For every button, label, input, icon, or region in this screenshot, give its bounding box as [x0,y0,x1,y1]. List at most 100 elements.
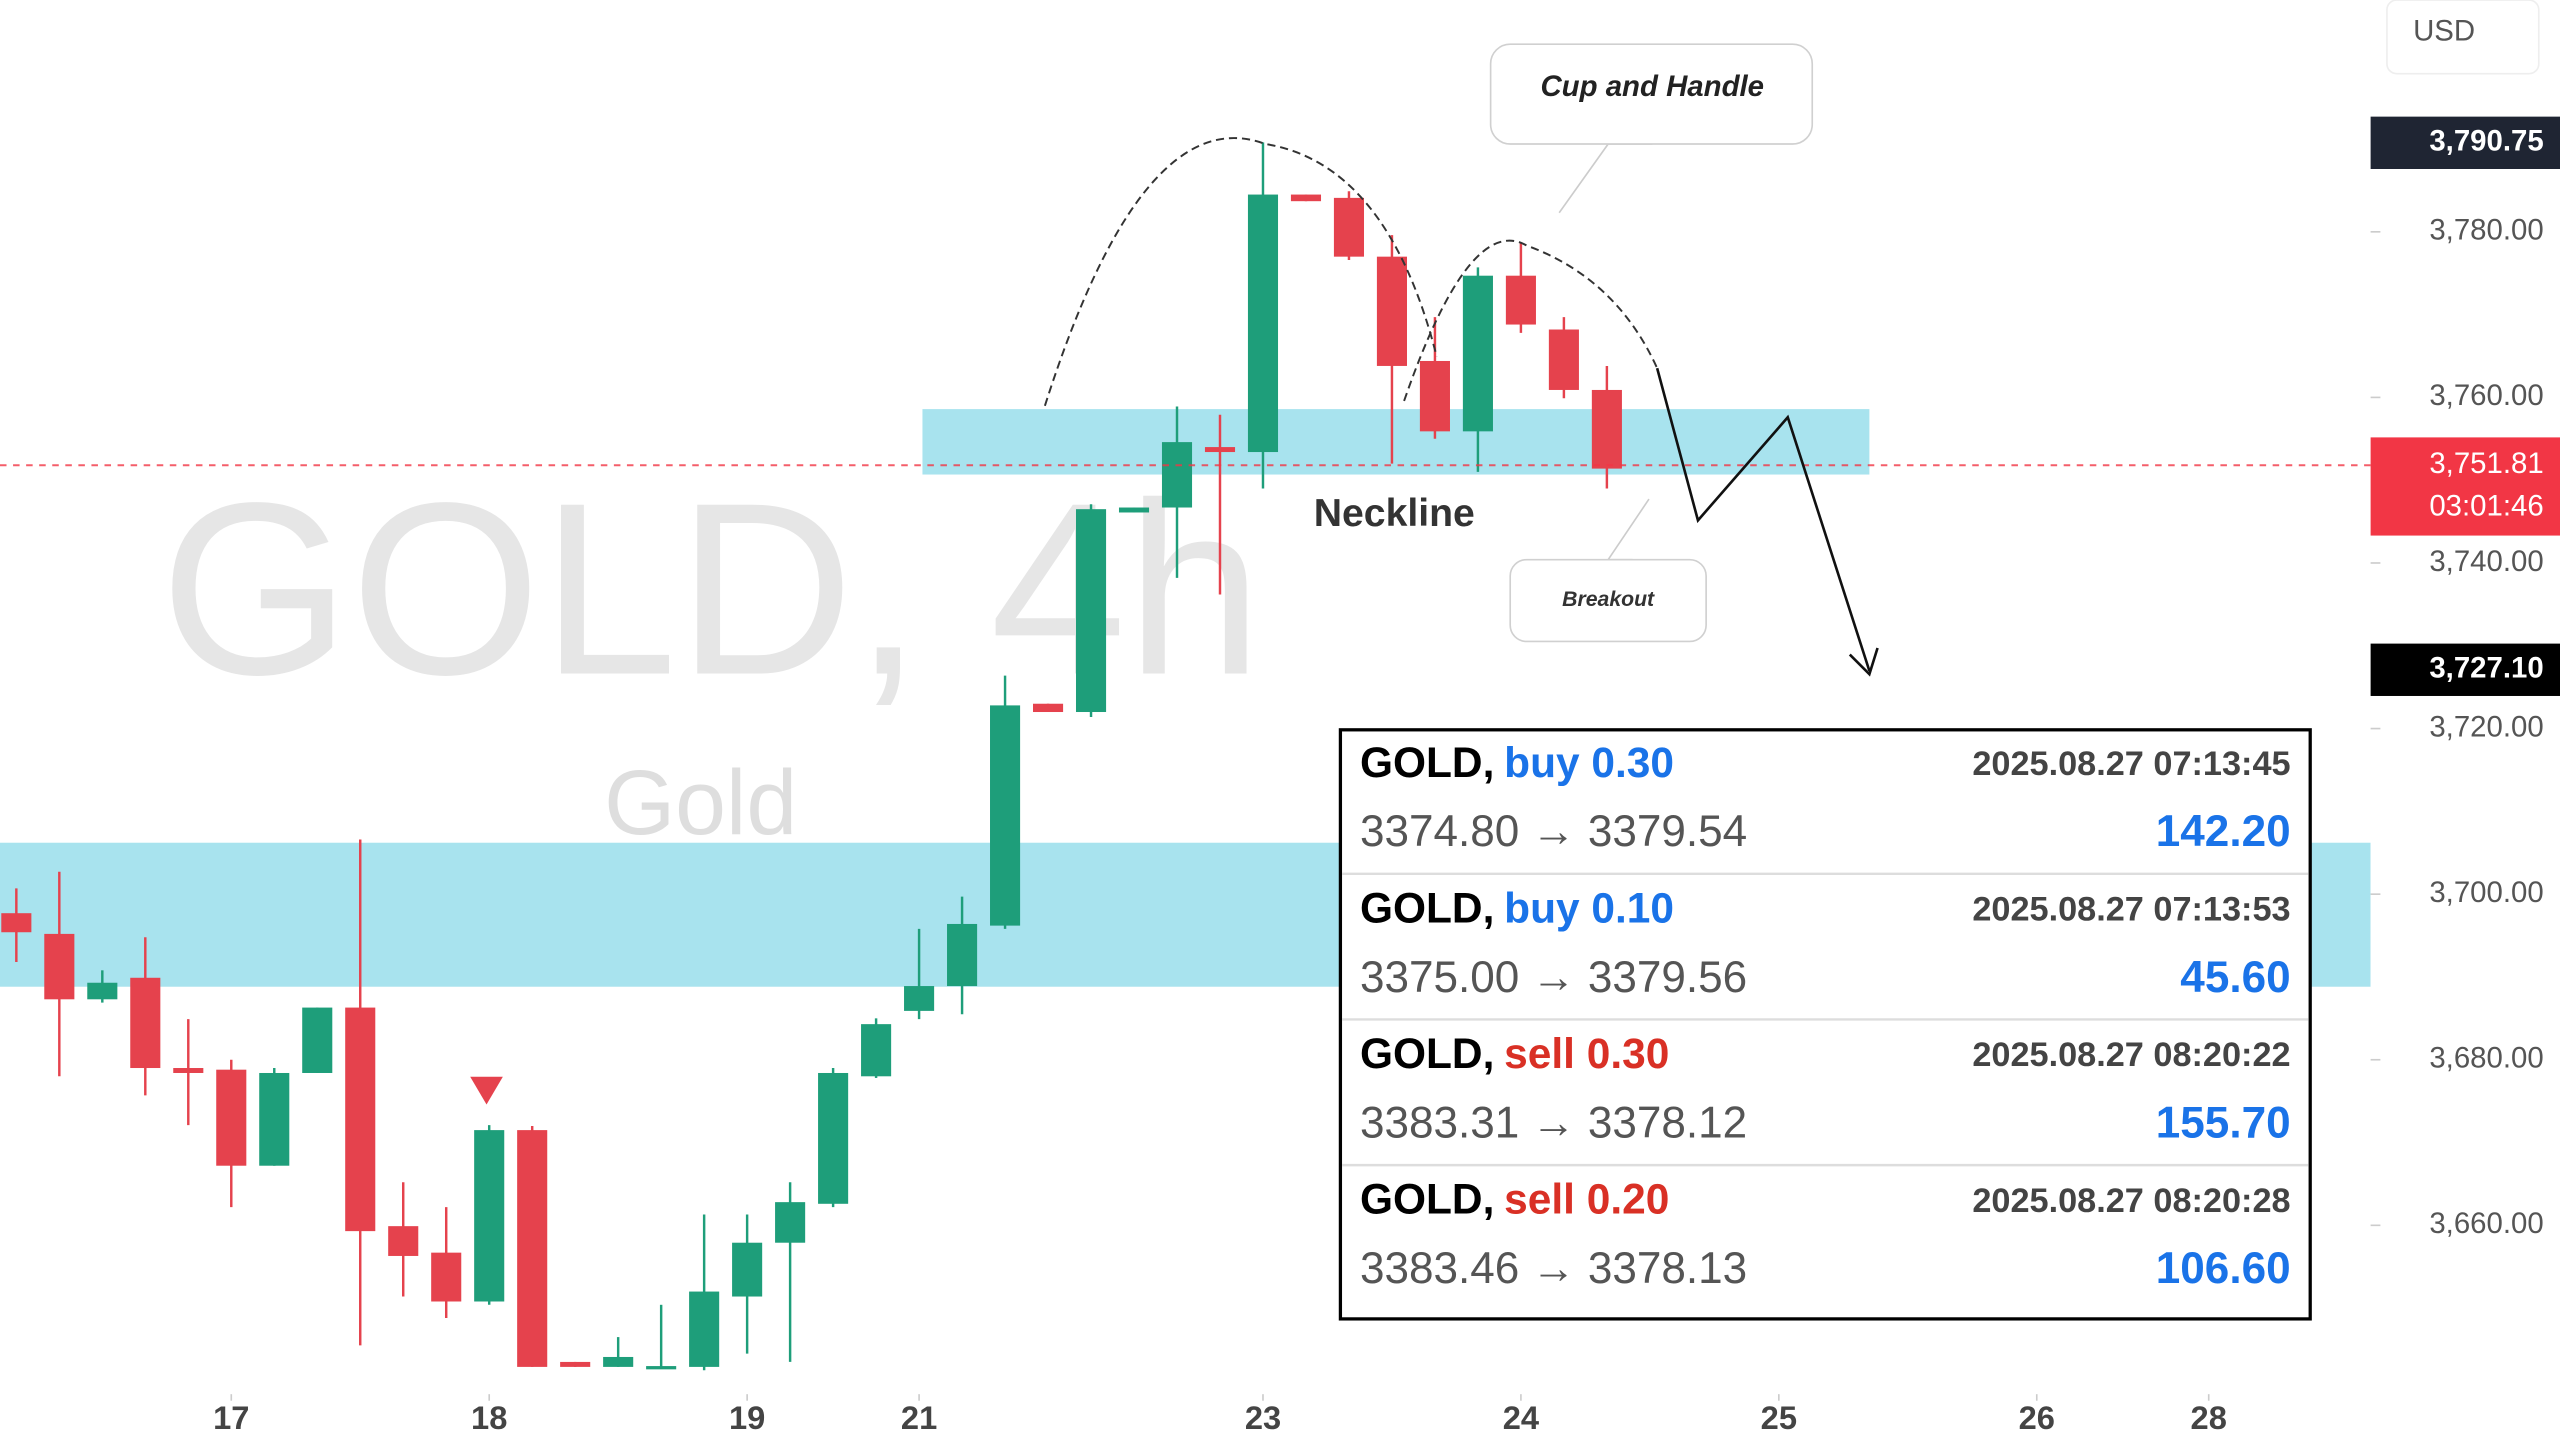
trade-profit: 45.60 [2180,953,2290,1002]
candle-body [302,1007,333,1073]
candle-body [947,923,978,987]
candle-body [44,933,75,1000]
trade-prices: 3383.46 → 3378.13 [1360,1244,1747,1293]
candle-body [818,1072,849,1204]
x-tick-label: 23 [1245,1399,1281,1436]
watermark-subtitle: Gold [604,752,797,854]
trade-time: 2025.08.27 07:13:53 [1972,890,2290,928]
x-tick-label: 17 [213,1399,249,1436]
neckline-label: Neckline [1314,491,1475,535]
candle-body [1075,509,1107,713]
trade-header: GOLD, sell 0.30 [1360,1031,1669,1078]
candle-body [216,1069,247,1166]
trade-time: 2025.08.27 08:20:22 [1972,1036,2290,1074]
cup-arc [1043,137,1438,407]
candle-body [173,1068,204,1073]
trade-header: GOLD, buy 0.10 [1360,886,1674,933]
candle-body [861,1024,892,1077]
trade-profit: 155.70 [2156,1098,2291,1147]
arrow-head [1848,647,1879,677]
candle-body [1290,194,1322,202]
price-label-box [2370,116,2560,169]
price-label: 3,751.81 [2429,447,2543,480]
y-tick-label: 3,740.00 [2429,545,2543,578]
trade-header: GOLD, sell 0.20 [1360,1177,1669,1224]
y-tick-label: 3,700.00 [2429,876,2543,909]
candle-body [732,1242,763,1297]
candle-body [1462,275,1493,432]
price-label: 3,727.10 [2429,652,2543,685]
trade-symbol: GOLD, [1360,1177,1494,1224]
x-tick-label: 24 [1503,1399,1539,1436]
x-tick-label: 21 [901,1399,937,1436]
x-tick-label: 18 [471,1399,507,1436]
projection-arrow [1655,367,1871,672]
x-tick-label: 25 [1761,1399,1797,1436]
trade-side: buy 0.30 [1504,740,1674,787]
pattern-label: Cup and Handle [1540,70,1764,103]
candle-body [1591,389,1622,469]
trade-prices: 3374.80 → 3379.54 [1360,807,1747,856]
y-tick-label: 3,780.00 [2429,214,2543,247]
neckline-zone [922,409,1870,475]
trade-time: 2025.08.27 08:20:28 [1972,1182,2290,1220]
trade-prices: 3375.00 → 3379.56 [1360,953,1747,1002]
candle-body [259,1072,290,1166]
candle-body [1376,256,1407,366]
candle-body [904,986,935,1011]
candle-body [560,1361,591,1367]
trade-profit: 106.60 [2156,1244,2291,1293]
plot [0,142,2371,1371]
candle-body [1033,703,1064,713]
price-label-box [2370,643,2560,696]
candle-body [345,1007,376,1232]
trade-header: GOLD, buy 0.30 [1360,740,1674,787]
candle-body [388,1226,419,1256]
candle-body [431,1252,462,1302]
price-timer: 03:01:46 [2429,489,2543,522]
candle-body [1247,194,1279,453]
x-tick-label: 26 [2019,1399,2055,1436]
trade-time: 2025.08.27 07:13:45 [1972,745,2290,783]
candle-body [87,982,118,1000]
candle-body [1118,507,1150,513]
price-scale [2370,0,2560,1440]
trade-side: sell 0.20 [1504,1177,1669,1224]
candle-body [1548,329,1579,390]
trade-side: sell 0.30 [1504,1031,1669,1078]
candle-body [689,1291,720,1367]
y-tick-label: 3,720.00 [2429,710,2543,743]
y-tick-label: 3,660.00 [2429,1207,2543,1240]
candle-body [646,1366,677,1370]
candle-body [1505,275,1536,325]
candle-body [990,705,1021,926]
trade-profit: 142.20 [2156,807,2291,856]
x-tick-label: 19 [729,1399,765,1436]
trade-prices: 3383.31 → 3378.12 [1360,1098,1747,1147]
currency-box [2386,0,2540,75]
candle-body [1419,360,1450,432]
pattern-callout [1489,43,1814,145]
candle-body [1204,447,1236,453]
candle-body [1,913,32,933]
trade-symbol: GOLD, [1360,886,1494,933]
candle-body [603,1356,634,1367]
candle-body [517,1130,548,1367]
candle-body [775,1202,806,1243]
candle-body [474,1130,505,1302]
y-tick-label: 3,760.00 [2429,379,2543,412]
breakout-callout [1509,558,1707,643]
signal-marker [470,1076,503,1105]
currency: USD [2413,14,2475,47]
price-label-box [2370,437,2560,536]
trade-list: GOLD, buy 0.30 2025.08.27 07:13:453374.80 … [1338,728,2312,1321]
trade-symbol: GOLD, [1360,740,1494,787]
trade-panel [1338,728,2312,1321]
x-tick-label: 28 [2191,1399,2227,1436]
candle-body [1333,197,1365,257]
trade-symbol: GOLD, [1360,1031,1494,1078]
handle-arc [1403,239,1659,402]
candle-body [1161,442,1193,508]
